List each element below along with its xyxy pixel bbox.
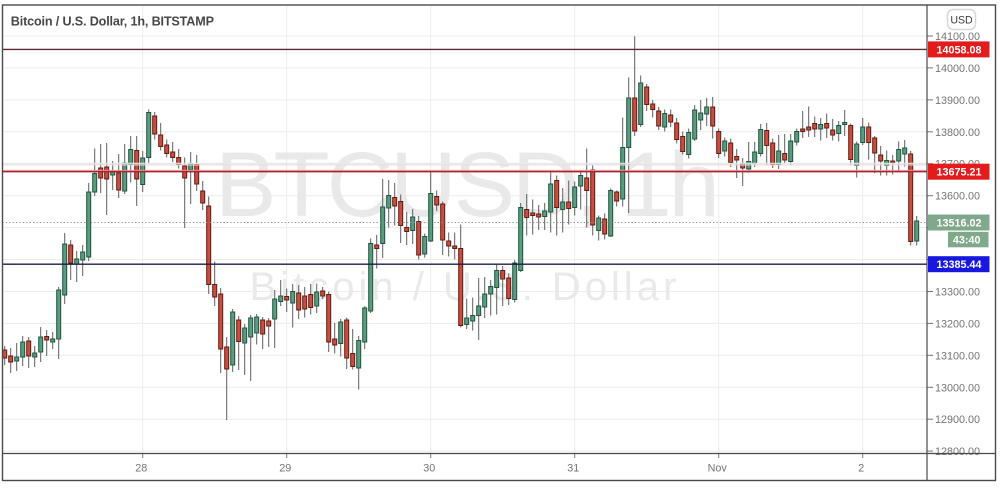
svg-text:13000.00: 13000.00 [935,382,980,394]
svg-text:14000.00: 14000.00 [935,63,980,75]
svg-text:14058.08: 14058.08 [936,44,981,56]
svg-text:13600.00: 13600.00 [935,191,980,203]
svg-text:Nov: Nov [708,463,728,475]
svg-text:12800.00: 12800.00 [935,446,980,458]
svg-text:BTCUSD, 1h: BTCUSD, 1h [215,134,717,236]
svg-text:13100.00: 13100.00 [935,350,980,362]
svg-text:13200.00: 13200.00 [935,318,980,330]
svg-text:31: 31 [567,463,579,475]
svg-text:14100.00: 14100.00 [935,31,980,43]
svg-text:2: 2 [858,463,864,475]
svg-text:13516.02: 13516.02 [936,218,981,230]
svg-text:13900.00: 13900.00 [935,95,980,107]
svg-text:13800.00: 13800.00 [935,127,980,139]
svg-text:30: 30 [423,463,435,475]
svg-text:13300.00: 13300.00 [935,287,980,299]
svg-text:28: 28 [135,463,147,475]
svg-text:Bitcoin / U.S. Dollar, 1h, BIT: Bitcoin / U.S. Dollar, 1h, BITSTAMP [11,15,214,29]
svg-text:13675.21: 13675.21 [936,167,981,179]
svg-text:12900.00: 12900.00 [935,414,980,426]
svg-text:13385.44: 13385.44 [936,259,981,271]
svg-text:USD: USD [950,14,973,26]
svg-text:29: 29 [279,463,291,475]
svg-text:43:40: 43:40 [953,235,981,247]
